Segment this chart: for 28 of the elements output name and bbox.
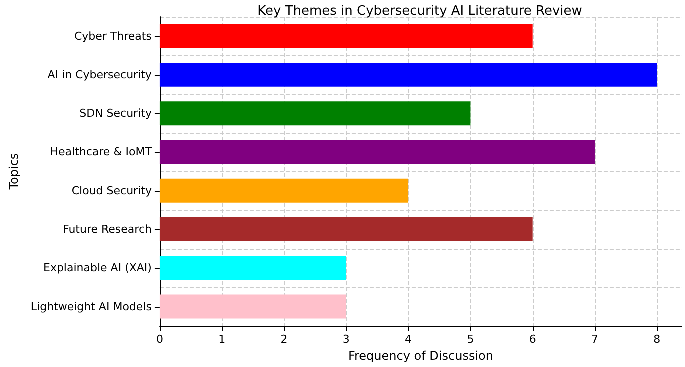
y-tick-label: Explainable AI (XAI) xyxy=(43,262,152,275)
bar xyxy=(160,140,595,164)
y-tick-label: Future Research xyxy=(62,223,152,236)
y-tick-label: Cloud Security xyxy=(72,184,152,198)
x-tick-label: 5 xyxy=(467,333,474,346)
bar xyxy=(160,102,471,126)
bar xyxy=(160,256,346,280)
y-tick-label: Lightweight AI Models xyxy=(30,300,152,314)
x-tick-label: 3 xyxy=(342,333,350,346)
bar xyxy=(160,62,658,87)
y-axis-title: Topics xyxy=(7,153,21,191)
x-tick-label: 7 xyxy=(591,333,598,346)
bar xyxy=(160,294,346,319)
y-tick-label: SDN Security xyxy=(80,107,152,120)
chart-title: Key Themes in Cybersecurity AI Literature Review xyxy=(258,4,583,19)
bar xyxy=(160,178,409,203)
x-axis-title: Frequency of Discussion xyxy=(348,349,494,363)
y-tick-label: AI in Cybersecurity xyxy=(48,68,152,82)
x-tick-label: 8 xyxy=(654,333,661,346)
x-tick-label: 6 xyxy=(529,333,536,346)
bar xyxy=(160,218,533,242)
bar xyxy=(160,24,533,48)
y-tick-label: Cyber Threats xyxy=(74,30,152,43)
x-tick-label: 4 xyxy=(405,333,412,346)
x-tick-label: 1 xyxy=(218,333,226,346)
x-tick-label: 2 xyxy=(280,333,288,346)
x-tick-label: 0 xyxy=(156,333,164,346)
y-tick-label: Healthcare & IoMT xyxy=(50,146,152,159)
